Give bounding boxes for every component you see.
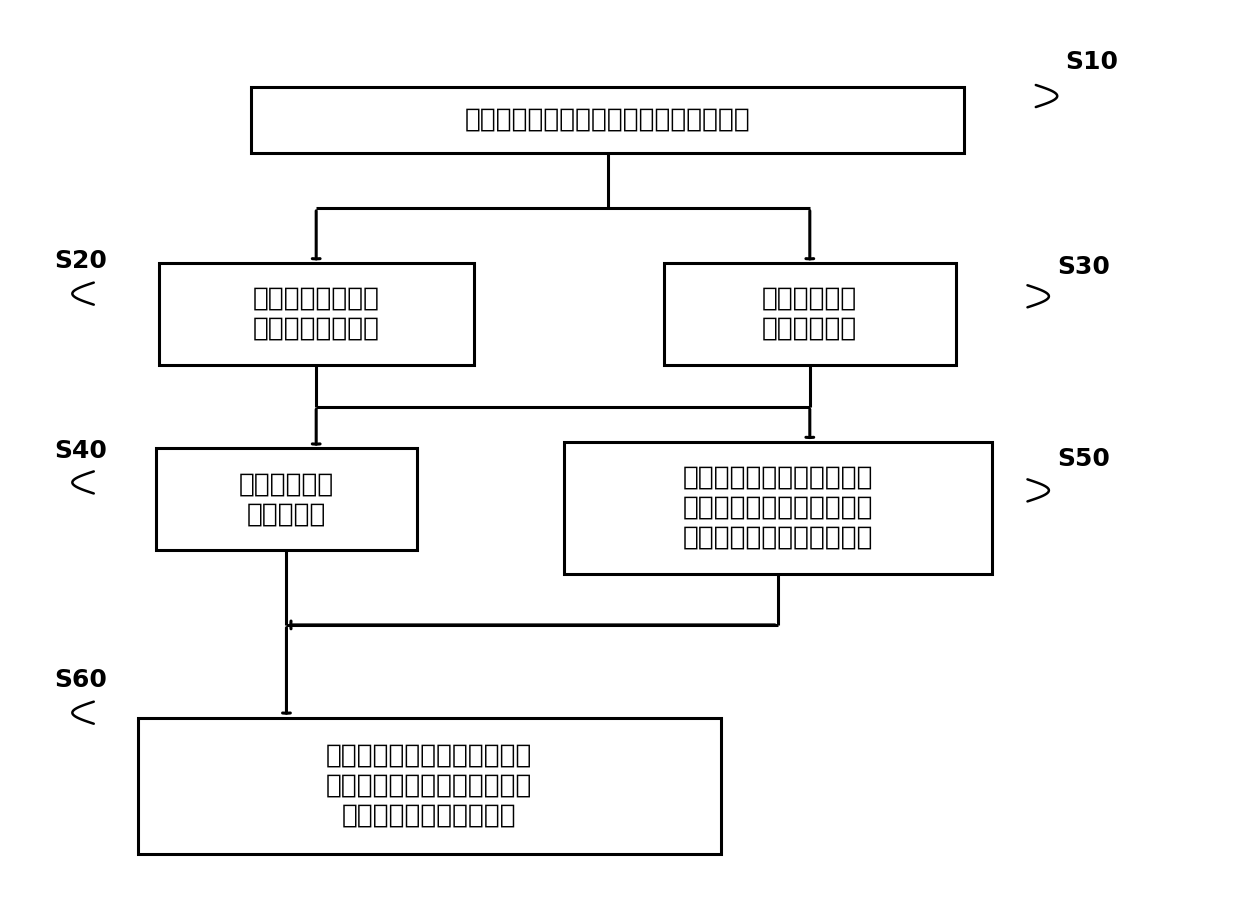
Text: S40: S40: [55, 438, 108, 462]
FancyBboxPatch shape: [564, 442, 991, 574]
Text: 在模组中转位拍摄
被摄取的摄像模组: 在模组中转位拍摄 被摄取的摄像模组: [253, 286, 379, 342]
FancyBboxPatch shape: [159, 263, 473, 365]
Text: S50: S50: [1057, 448, 1110, 471]
Text: 根据所拍摄的摄像模组的图
像和载具的图像，计算出使
二者位置匹配所需的微调量: 根据所拍摄的摄像模组的图 像和载具的图像，计算出使 二者位置匹配所需的微调量: [683, 465, 873, 551]
Text: 在扣料位拍摄
被定位的载具: 在扣料位拍摄 被定位的载具: [762, 286, 857, 342]
FancyBboxPatch shape: [664, 263, 955, 365]
Text: 扣料摄取机构从模组中转位摄取摄像模组: 扣料摄取机构从模组中转位摄取摄像模组: [465, 107, 751, 133]
Text: S30: S30: [1057, 255, 1110, 279]
FancyBboxPatch shape: [156, 448, 418, 550]
FancyBboxPatch shape: [138, 718, 721, 855]
Text: S20: S20: [55, 249, 108, 273]
Text: S10: S10: [1066, 51, 1119, 74]
Text: 将摄像模组移
动到扣料位: 将摄像模组移 动到扣料位: [239, 471, 335, 528]
Text: S60: S60: [55, 668, 108, 692]
Text: 控制扣料摄取机构基于所计算
的微调量进行微调后再将所述
摄像模组与所述载具扣合: 控制扣料摄取机构基于所计算 的微调量进行微调后再将所述 摄像模组与所述载具扣合: [326, 743, 533, 829]
FancyBboxPatch shape: [250, 86, 964, 153]
